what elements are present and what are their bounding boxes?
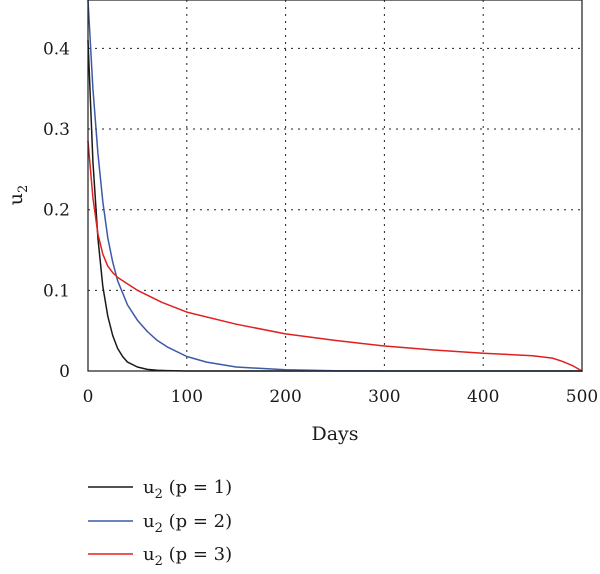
- y-tick-label: 0.4: [43, 39, 70, 59]
- x-tick-label: 300: [368, 387, 400, 407]
- x-tick-label: 500: [566, 387, 598, 407]
- y-tick-label: 0.3: [43, 120, 70, 140]
- x-tick-label: 100: [171, 387, 203, 407]
- ticks: 0 100 200 300 400 500 0 0.1 0.2 0.3 0.4: [43, 39, 598, 407]
- legend-label-p1: u2 (p = 1): [143, 477, 232, 502]
- x-tick-label: 200: [269, 387, 301, 407]
- y-tick-label: 0.1: [43, 281, 70, 301]
- legend-item-p1: u2 (p = 1): [88, 477, 232, 502]
- series-line-p3: [87, 140, 583, 372]
- y-axis-title: u2: [5, 185, 31, 206]
- x-axis-title: Days: [311, 423, 358, 445]
- plot-frame: [87, 0, 583, 372]
- legend-label-p2: u2 (p = 2): [143, 511, 232, 536]
- legend-item-p2: u2 (p = 2): [88, 511, 232, 536]
- legend-item-p3: u2 (p = 3): [88, 544, 232, 569]
- legend-label-p3: u2 (p = 3): [143, 544, 232, 569]
- y-tick-label: 0: [59, 362, 70, 382]
- legend: u2 (p = 1) u2 (p = 2) u2 (p = 3): [88, 477, 232, 569]
- series-line-p1: [87, 39, 583, 372]
- grid: [88, 0, 582, 371]
- x-tick-label: 400: [467, 387, 499, 407]
- series-layer: [87, 0, 583, 372]
- x-tick-label: 0: [83, 387, 94, 407]
- series-line-p2: [87, 0, 583, 372]
- y-tick-label: 0.2: [43, 201, 70, 221]
